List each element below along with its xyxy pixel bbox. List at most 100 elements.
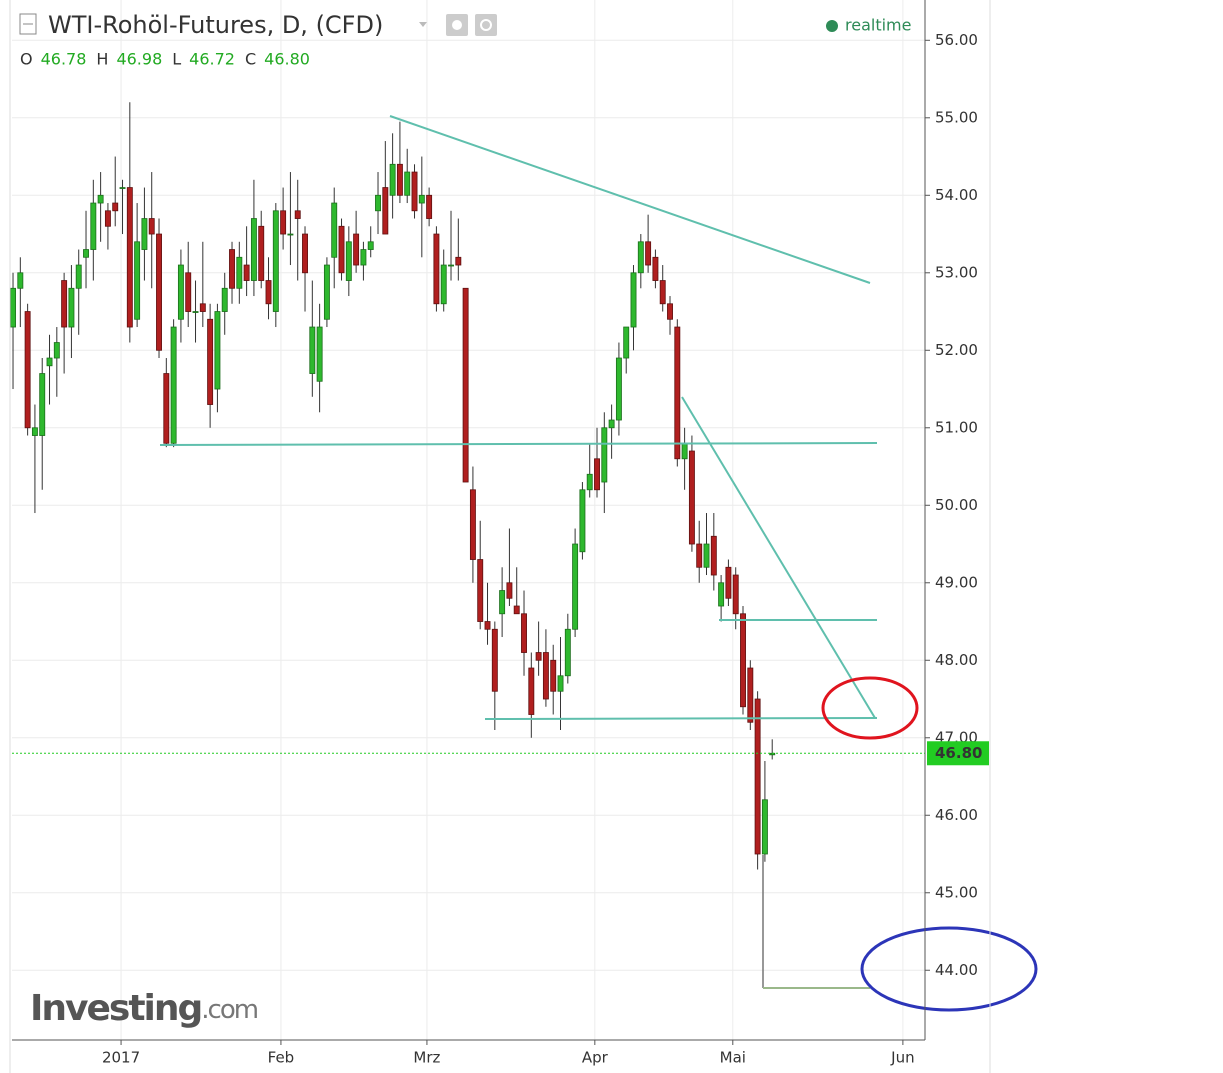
candle-body <box>521 613 527 653</box>
candle-body <box>645 241 652 266</box>
candle-body <box>192 311 199 313</box>
y-tick-label: 55.00 <box>935 108 978 126</box>
candle-body <box>250 218 257 281</box>
candles <box>10 102 776 870</box>
settings-icon[interactable] <box>475 14 497 36</box>
candle-body <box>302 233 308 274</box>
candle-body <box>411 171 418 212</box>
candle-body <box>199 303 206 312</box>
candle-body <box>221 287 228 312</box>
candle-body <box>382 187 389 235</box>
candle-body <box>484 621 491 630</box>
candle-body <box>170 326 177 444</box>
candle-body <box>360 249 367 266</box>
candle-body <box>75 264 82 289</box>
candle-body <box>455 256 462 266</box>
status: realtime <box>845 16 911 35</box>
candle-body <box>586 473 593 491</box>
candle-body <box>119 187 126 189</box>
candle-body <box>243 264 250 281</box>
candle-body <box>740 613 746 708</box>
candle-body <box>718 582 725 607</box>
candle-body <box>68 287 75 328</box>
candle-body <box>433 233 440 305</box>
y-tick-label: 50.00 <box>935 496 978 514</box>
dropdown-icon[interactable] <box>419 22 427 27</box>
candle-body <box>236 256 243 289</box>
candle-body <box>163 373 170 444</box>
watermark: Investing.com <box>30 988 258 1029</box>
y-tick-label: 45.00 <box>935 883 978 901</box>
support-line <box>484 717 878 720</box>
candle-body <box>652 256 659 281</box>
candle-body <box>90 202 97 250</box>
candle-body <box>61 280 68 328</box>
trend-lines <box>159 115 878 720</box>
x-tick-label: Jun <box>890 1049 914 1067</box>
candle-body <box>674 326 681 460</box>
watermark-suffix: .com <box>201 995 257 1025</box>
candle-body <box>389 163 396 196</box>
candle-body <box>696 543 703 568</box>
candle-body <box>272 210 279 312</box>
highlight-ellipse <box>860 926 1038 1012</box>
y-tick-label: 54.00 <box>935 186 978 204</box>
candle-body <box>710 535 717 576</box>
candle-body <box>83 249 89 258</box>
candle-body <box>353 233 360 266</box>
trend-line <box>681 396 876 719</box>
last-price-box <box>927 741 989 766</box>
trend-line <box>389 115 871 284</box>
x-tick-label: Feb <box>268 1049 295 1067</box>
collapse-icon[interactable] <box>19 13 37 35</box>
ohlc-key: C <box>245 50 256 69</box>
candle-body <box>594 458 600 491</box>
candle-body <box>185 272 192 312</box>
grid <box>12 0 925 1040</box>
candle-body <box>104 210 111 227</box>
candle-body <box>265 280 272 305</box>
candle-body <box>331 202 338 258</box>
candle-body <box>39 373 46 436</box>
candle-body <box>630 272 637 328</box>
candle-body <box>323 264 330 320</box>
candle-body <box>681 442 688 460</box>
candle-body <box>141 218 148 250</box>
candle-body <box>207 318 214 405</box>
candle-body <box>528 667 535 715</box>
candle-body <box>623 326 630 359</box>
candle-body <box>404 171 411 196</box>
support-line <box>159 442 878 446</box>
candle-body <box>229 249 235 289</box>
candle-body <box>506 582 513 599</box>
x-tick-label: 2017 <box>102 1049 140 1067</box>
candle-body <box>448 264 454 267</box>
settings-icon <box>480 19 492 31</box>
candle-body <box>761 799 768 855</box>
y-tick-label: 48.00 <box>935 651 978 669</box>
candle-body <box>177 264 184 320</box>
y-tick-label: 44.00 <box>935 961 978 979</box>
ohlc-key: H <box>96 50 108 69</box>
candle-body <box>280 210 287 235</box>
y-tick-label: 53.00 <box>935 263 978 281</box>
chart-title: WTI-Rohöl-Futures, D, (CFD) <box>48 11 383 39</box>
candle-body <box>725 566 732 599</box>
candle-body <box>659 280 666 305</box>
ohlc-value: 46.80 <box>264 50 310 69</box>
candle-body <box>309 326 316 374</box>
ohlc-value: 46.78 <box>41 50 87 69</box>
candle-body <box>754 698 761 855</box>
candle-body <box>24 311 31 429</box>
candle-body <box>112 202 119 212</box>
candle-body <box>367 241 374 250</box>
candle-body <box>134 241 141 320</box>
x-tick-label: Mai <box>720 1049 746 1067</box>
candle-body <box>345 241 352 281</box>
candle-body <box>148 218 155 235</box>
candle-body <box>601 427 608 483</box>
candle-body <box>615 357 622 421</box>
candle-body <box>608 419 615 429</box>
